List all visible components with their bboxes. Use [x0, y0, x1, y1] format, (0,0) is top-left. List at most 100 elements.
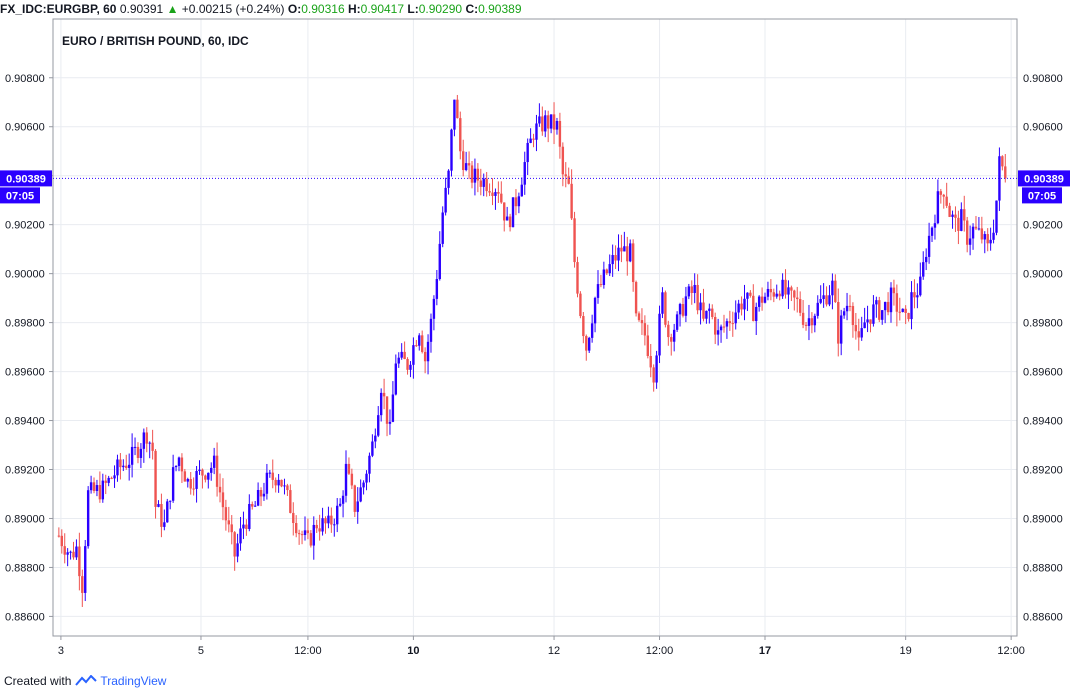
candle-up	[169, 500, 172, 502]
candle-up	[207, 472, 210, 480]
candle-up	[312, 524, 315, 546]
candle-down	[382, 392, 386, 397]
candle-down	[60, 535, 63, 547]
candle-up	[901, 308, 904, 312]
candle-up	[210, 467, 213, 473]
symbol-label[interactable]: FX_IDC:EURGBP, 60	[0, 2, 117, 16]
candle-up	[602, 269, 606, 286]
candle-up	[418, 335, 421, 346]
candle-up	[520, 184, 524, 197]
candle-up	[977, 228, 981, 230]
y-tick-label-left: 0.89000	[5, 513, 45, 525]
candle-down	[292, 512, 295, 524]
candle-down	[749, 292, 752, 296]
y-tick-label-left: 0.90000	[5, 269, 45, 281]
candle-up	[482, 178, 485, 187]
candle-up	[544, 115, 547, 132]
candle-up	[608, 264, 611, 274]
candle-up	[672, 329, 676, 342]
candle-up	[377, 415, 380, 436]
candle-down	[793, 290, 796, 298]
candle-up	[623, 246, 626, 252]
candle-down	[218, 486, 222, 493]
candlestick-chart[interactable]: EURO / BRITISH POUND, 60, IDC 0.886000.8…	[0, 0, 1072, 672]
candle-up	[875, 300, 878, 305]
candle-down	[420, 335, 424, 352]
candle-down	[740, 303, 743, 310]
y-tick-label-left: 0.89200	[5, 465, 45, 477]
candle-down	[886, 301, 890, 313]
candle-down	[837, 302, 840, 344]
candle-down	[423, 351, 427, 362]
low-label: L:	[407, 2, 419, 16]
candle-up	[675, 314, 679, 330]
candle-down	[942, 194, 945, 197]
candle-up	[845, 305, 849, 312]
candle-down	[620, 247, 623, 252]
candle-down	[385, 396, 389, 424]
grid-lines	[53, 19, 1017, 636]
candle-down	[415, 345, 418, 347]
y-tick-label-right: 0.89800	[1023, 318, 1063, 330]
y-tick-label-right: 0.89400	[1023, 416, 1063, 428]
candle-down	[752, 295, 755, 322]
low-value: 0.90290	[418, 2, 463, 16]
candle-down	[731, 323, 734, 325]
x-tick-label: 3	[58, 645, 64, 657]
candle-down	[497, 192, 500, 194]
candle-up	[927, 235, 931, 257]
candle-up	[910, 292, 913, 320]
candle-up	[195, 470, 198, 489]
candle-down	[251, 503, 254, 507]
candle-down	[784, 279, 787, 295]
candle-down	[508, 216, 512, 228]
candle-down	[227, 520, 231, 525]
y-tick-label-right: 0.88600	[1023, 611, 1063, 623]
y-axis-right[interactable]: 0.88600 0.88800 0.89000 0.89200 0.89400 0.896…	[1023, 73, 1063, 624]
candle-up	[95, 485, 99, 491]
tradingview-link[interactable]: TradingView	[75, 672, 166, 690]
candle-down	[259, 489, 263, 497]
candle-up	[960, 209, 963, 231]
candle-up	[661, 292, 664, 314]
candle-down	[289, 490, 292, 513]
candle-up	[693, 284, 696, 294]
candle-up	[163, 522, 166, 527]
candle-down	[183, 471, 187, 482]
candle-down	[599, 284, 603, 286]
y-tick-label-left: 0.90200	[5, 220, 45, 232]
candle-down	[690, 286, 693, 294]
candle-up	[737, 303, 740, 313]
candle-down	[714, 316, 717, 335]
candle-down	[801, 312, 805, 325]
candle-down	[353, 485, 356, 512]
candle-up	[441, 212, 444, 244]
candle-down	[869, 319, 872, 324]
candle-up	[743, 298, 746, 310]
candle-up	[391, 394, 395, 422]
x-tick-label: 12	[548, 645, 560, 657]
candle-up	[283, 485, 286, 487]
candle-up	[839, 315, 843, 344]
candle-down	[125, 465, 128, 468]
candle-up	[338, 503, 342, 506]
y-axis-left[interactable]: 0.88600 0.88800 0.89000 0.89200 0.89400 0.896…	[5, 73, 53, 624]
candle-down	[215, 455, 219, 487]
candle-down	[898, 311, 901, 313]
candle-down	[503, 202, 506, 221]
x-axis[interactable]: 3 5 12:00 10 12 12:00 17 19 12:00	[58, 636, 1025, 657]
x-tick-label: 10	[407, 645, 419, 657]
candle-up	[517, 196, 521, 207]
candle-down	[939, 191, 943, 195]
candle-up	[494, 192, 497, 196]
candle-down	[233, 532, 236, 557]
candle-up	[84, 546, 87, 593]
candle-up	[883, 301, 887, 311]
candle-up	[746, 292, 749, 299]
candle-down	[957, 217, 960, 231]
y-tick-label-left: 0.89400	[5, 416, 45, 428]
candle-down	[462, 151, 465, 171]
candle-up	[429, 318, 433, 342]
candle-down	[854, 325, 858, 332]
candle-up	[75, 546, 78, 558]
